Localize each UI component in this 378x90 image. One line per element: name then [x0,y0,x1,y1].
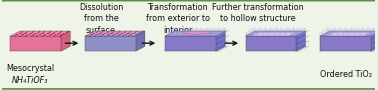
Polygon shape [296,31,305,51]
Text: surface: surface [86,26,116,35]
Text: Ordered TiO₂: Ordered TiO₂ [319,70,372,79]
Polygon shape [85,36,136,51]
Polygon shape [166,36,216,51]
Text: Mesocrystal: Mesocrystal [6,64,54,73]
Text: interior: interior [163,26,192,35]
Text: from exterior to: from exterior to [146,14,209,23]
Text: Transformation: Transformation [147,3,208,12]
Text: from the: from the [84,14,118,23]
FancyBboxPatch shape [1,1,376,89]
Ellipse shape [183,31,211,34]
Text: Further transformation: Further transformation [212,3,304,12]
Polygon shape [327,32,370,36]
Polygon shape [11,31,70,36]
Polygon shape [166,31,225,36]
Polygon shape [85,31,145,36]
Polygon shape [246,36,296,51]
Text: Dissolution: Dissolution [79,3,123,12]
Polygon shape [246,31,305,36]
Polygon shape [136,31,145,51]
Polygon shape [61,31,70,51]
Text: to hollow structure: to hollow structure [220,14,296,23]
Polygon shape [253,32,296,36]
Polygon shape [321,36,371,51]
Text: NH₄TiOF₃: NH₄TiOF₃ [12,76,48,85]
Polygon shape [11,36,61,51]
Polygon shape [216,31,225,51]
Polygon shape [371,31,378,51]
Polygon shape [321,31,378,36]
